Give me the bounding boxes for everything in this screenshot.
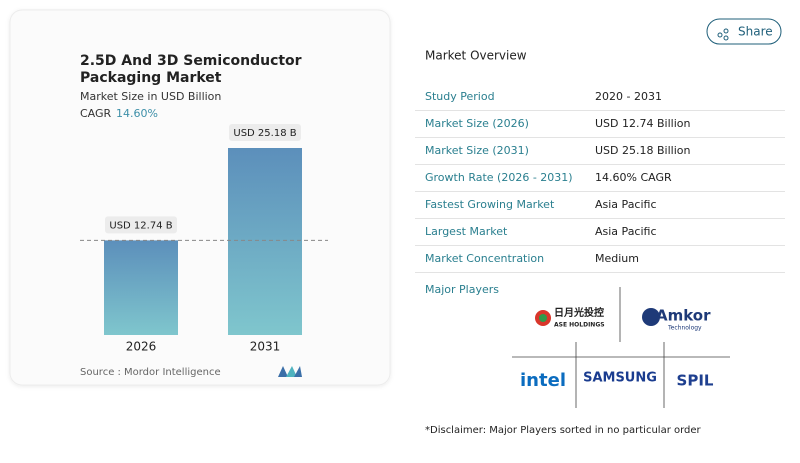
cagr-value: 14.60% <box>116 107 158 120</box>
row-value: Medium <box>595 252 639 265</box>
row-value: USD 12.74 Billion <box>595 117 690 130</box>
chart-subtitle: Market Size in USD Billion <box>80 90 221 103</box>
value-label: USD 12.74 B <box>109 220 172 231</box>
source-label: Source : <box>80 367 121 378</box>
plot: USD 12.74 B 2026 USD 25.18 B 2031 <box>80 124 328 354</box>
mordor-logo <box>278 366 302 377</box>
row-value: 14.60% CAGR <box>595 171 672 184</box>
value-label-box <box>229 124 301 141</box>
bar <box>228 148 302 335</box>
bar <box>104 240 178 335</box>
row-label: Fastest Growing Market <box>425 198 555 211</box>
x-tick-label: 2026 <box>126 340 157 354</box>
players-grid <box>512 287 730 408</box>
spil-logo: SPIL <box>677 372 714 390</box>
ase-subtitle: ASE HOLDINGS <box>554 322 605 329</box>
x-tick-label: 2031 <box>250 340 281 354</box>
amkor-icon <box>642 308 660 326</box>
row-label: Study Period <box>425 90 495 103</box>
row-value: Asia Pacific <box>595 198 657 211</box>
value-label-box <box>105 216 177 234</box>
row-label: Market Size (2031) <box>425 144 529 157</box>
samsung-logo: SAMSUNG <box>583 371 657 386</box>
overview-title: Market Overview <box>425 49 527 63</box>
chart-title-line: Packaging Market <box>80 70 222 86</box>
row-label: Growth Rate (2026 - 2031) <box>425 171 573 184</box>
value-label: USD 25.18 B <box>233 128 296 139</box>
chart-title-1: 2.5D And 3D Semiconductor Packaging Mark… <box>80 53 306 86</box>
row-label: Largest Market <box>425 225 508 238</box>
row-label: Market Size (2026) <box>425 117 529 130</box>
row-label: Market Concentration <box>425 252 544 265</box>
chart-title: 2.5D And 3D Semiconductor <box>80 53 302 69</box>
share-button[interactable]: Share <box>706 18 782 45</box>
ase-logo: 日月光投控 <box>554 306 604 319</box>
amkor-logo: Amkor <box>656 307 711 325</box>
overview-table: Study Period 2020 - 2031 Market Size (2026… <box>415 90 785 273</box>
share-label[interactable]: Share <box>738 25 773 39</box>
ase-icon-core <box>539 314 547 322</box>
amkor-subtitle: Technology <box>667 325 702 332</box>
row-value: USD 25.18 Billion <box>595 144 690 157</box>
players-title: Major Players <box>425 283 499 296</box>
row-value: Asia Pacific <box>595 225 657 238</box>
cagr-label: CAGR <box>80 107 112 120</box>
source: Mordor Intelligence <box>124 367 221 378</box>
share-outline[interactable] <box>706 18 782 45</box>
intel-logo: intel <box>520 370 566 391</box>
row-value: 2020 - 2031 <box>595 90 662 103</box>
disclaimer: *Disclaimer: Major Players sorted in no … <box>425 425 702 436</box>
